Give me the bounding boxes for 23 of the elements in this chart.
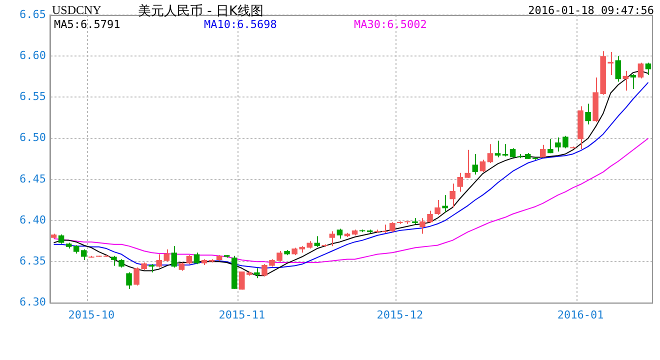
annotation: USDCNY — [52, 3, 102, 18]
y-tick-label: 6.60 — [20, 48, 46, 62]
x-tick-label: 2016-01 — [557, 308, 604, 322]
x-tick-label: 2015-11 — [218, 308, 266, 322]
candlestick — [284, 250, 290, 256]
x-tick-label: 2015-12 — [376, 308, 424, 322]
y-tick-label: 6.35 — [20, 254, 46, 268]
y-tick-label: 6.55 — [20, 90, 46, 104]
y-tick-label: 6.40 — [20, 213, 46, 226]
candlestick — [390, 222, 396, 233]
candlestick — [224, 254, 230, 258]
text: MA5:6.5791 — [54, 18, 120, 31]
annotation: 2016-01-18 09:47:56 — [528, 4, 654, 17]
text: MA10:6.5698 — [204, 18, 277, 31]
y-tick-label: 6.45 — [20, 172, 46, 186]
y-tick-label: 6.50 — [20, 131, 46, 144]
chart-title: 美元人民币 - 日K线图 — [138, 3, 264, 20]
x-tick-label: 2015-10 — [68, 308, 115, 322]
text: MA30:6.5002 — [354, 18, 427, 31]
y-tick-label: 6.65 — [20, 8, 46, 21]
y-tick-label: 6.30 — [20, 296, 46, 309]
candlestick — [404, 220, 410, 224]
candlestick — [540, 144, 546, 158]
